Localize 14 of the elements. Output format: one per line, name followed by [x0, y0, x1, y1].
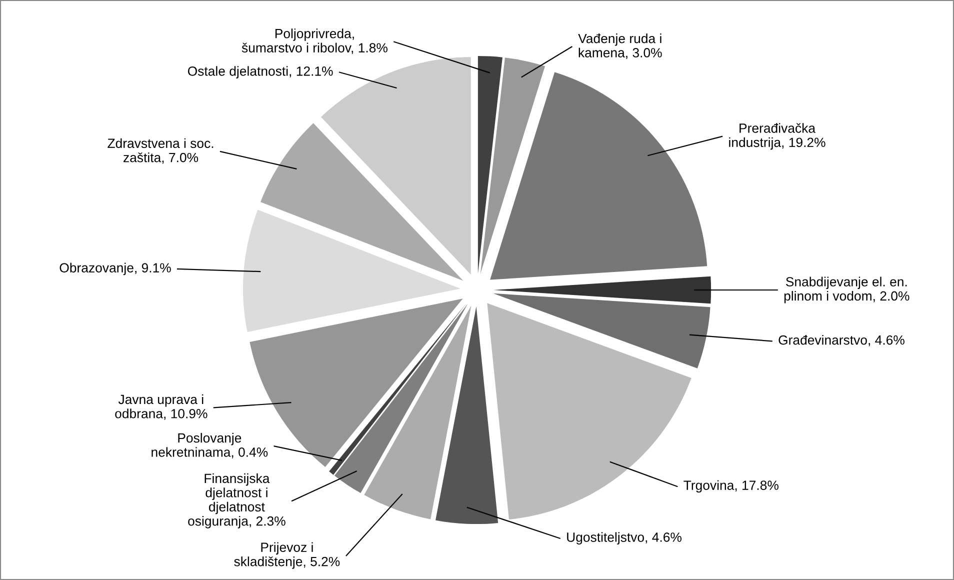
slice-label: Građevinarstvo, 4.6% [778, 335, 904, 346]
slice-label: Ostale djelatnosti, 12.1% [188, 66, 333, 78]
slice-label: Prerađivačka industrija, 19.2% [729, 123, 826, 150]
slice-label: Finansijska djelatnost i djelatnost osiguranja, 2.3% [188, 473, 286, 528]
slice-label: Prijevoz i skladištenje, 5.2% [234, 542, 340, 569]
slice-label: Javna uprava i odbrana, 10.9% [115, 394, 208, 420]
slice-label: Snabdijevanje el. en. plinom i vodom, 2.0% [784, 276, 910, 304]
slice-label: Zdravstvena i soc. zaštita, 7.0% [108, 138, 214, 164]
slice-label: Obrazovanje, 9.1% [60, 262, 171, 276]
slice-label: Vađenje ruda i kamena, 3.0% [578, 33, 662, 59]
slice-label: Poljoprivreda, šumarstvo i ribolov, 1.8% [242, 28, 388, 54]
slice-label: Trgovina, 17.8% [684, 480, 778, 493]
slice-label: Ugostiteljstvo, 4.6% [567, 532, 682, 544]
slice-label: Poslovanje nekretninama, 0.4% [152, 432, 268, 458]
